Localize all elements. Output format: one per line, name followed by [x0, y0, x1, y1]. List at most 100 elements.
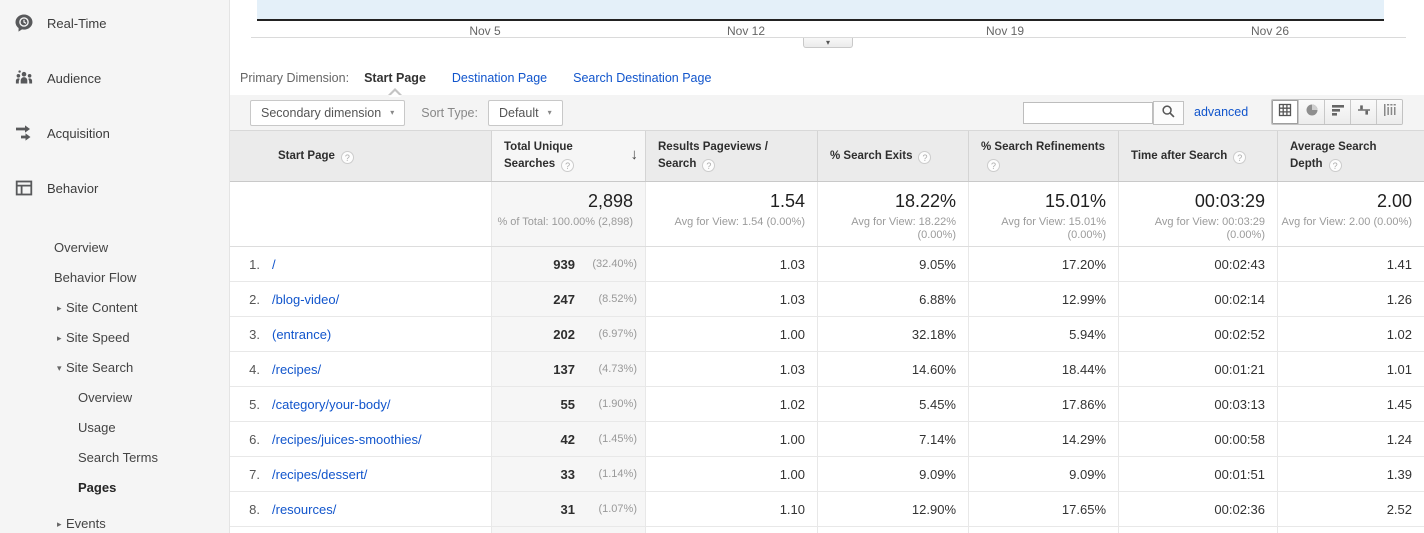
- sidebar-item-events[interactable]: ▸ Events: [0, 509, 229, 533]
- start-page-link[interactable]: /category/your-body/: [272, 396, 391, 412]
- average-search-depth-cell: 2.52: [1277, 492, 1424, 526]
- help-icon[interactable]: ?: [987, 159, 1000, 172]
- table-row-clipped: [230, 527, 1424, 533]
- summary-search-refinements: 15.01% Avg for View: 15.01% (0.00%): [968, 182, 1118, 246]
- sidebar-item-real-time[interactable]: Real-Time: [14, 13, 229, 33]
- percentage-view-button[interactable]: [1298, 100, 1324, 124]
- advanced-search-link[interactable]: advanced: [1194, 105, 1249, 119]
- row-index: 6.: [249, 431, 260, 447]
- results-pageviews-cell: 1.03: [645, 247, 817, 281]
- column-header-label: Total Unique Searches: [504, 141, 573, 170]
- collapse-chart-button[interactable]: ▾: [803, 38, 853, 48]
- column-header-time-after-search[interactable]: Time after Search?: [1118, 131, 1277, 181]
- column-header-start-page[interactable]: Start Page?: [230, 131, 491, 181]
- start-page-link[interactable]: /blog-video/: [272, 291, 340, 307]
- column-header-search-exits[interactable]: % Search Exits?: [817, 131, 968, 181]
- results-pageviews-cell: 1.00: [645, 457, 817, 491]
- searches-percent: (1.14%): [598, 468, 637, 480]
- table-search-input[interactable]: [1023, 102, 1153, 124]
- average-search-depth-cell: 1.39: [1277, 457, 1424, 491]
- table-row: 4. /recipes/ 137 (4.73%) 1.03 14.60% 18.…: [230, 352, 1424, 387]
- searches-percent: (1.07%): [598, 503, 637, 515]
- column-header-label: Average Search Depth: [1290, 141, 1377, 170]
- results-pageviews-cell: 1.00: [645, 422, 817, 456]
- sidebar-item-audience[interactable]: Audience: [14, 68, 229, 88]
- tab-start-page[interactable]: Start Page: [364, 70, 426, 97]
- tab-label: Start Page: [364, 70, 426, 85]
- sidebar-item-site-search-pages[interactable]: Pages: [0, 473, 229, 503]
- help-icon[interactable]: ?: [1233, 150, 1247, 164]
- sidebar-item-behavior-flow[interactable]: Behavior Flow: [0, 263, 229, 293]
- start-page-cell: 1. /: [230, 247, 491, 281]
- search-exits-cell: 9.05%: [817, 247, 968, 281]
- start-page-link[interactable]: /: [272, 256, 276, 272]
- table-row: 1. / 939 (32.40%) 1.03 9.05% 17.20% 00:0…: [230, 247, 1424, 282]
- average-search-depth-cell: 1.26: [1277, 282, 1424, 316]
- column-header-results-pageviews-search[interactable]: Results Pageviews / Search?: [645, 131, 817, 181]
- tab-destination-page[interactable]: Destination Page: [451, 70, 548, 85]
- start-page-link[interactable]: /recipes/dessert/: [272, 466, 368, 482]
- chart-section-divider: [251, 37, 1406, 38]
- results-pageviews-cell: 1.02: [645, 387, 817, 421]
- column-header-average-search-depth[interactable]: Average Search Depth?: [1277, 131, 1424, 181]
- search-exits-cell: 12.90%: [817, 492, 968, 526]
- table-row: 7. /recipes/dessert/ 33 (1.14%) 1.00 9.0…: [230, 457, 1424, 492]
- total-unique-searches-cell: 55 (1.90%): [491, 387, 645, 421]
- sidebar-item-behavior-overview[interactable]: Overview: [0, 233, 229, 263]
- sidebar-item-behavior[interactable]: Behavior: [14, 178, 229, 198]
- searches-value: 55: [560, 396, 575, 412]
- column-header-total-unique-searches[interactable]: Total Unique Searches? ↓: [491, 131, 645, 181]
- sidebar-item-label: Search Terms: [78, 450, 158, 465]
- row-index: 4.: [249, 361, 260, 377]
- start-page-cell: 3. (entrance): [230, 317, 491, 351]
- sort-descending-icon[interactable]: ↓: [630, 146, 639, 163]
- performance-view-button[interactable]: [1324, 100, 1350, 124]
- sidebar-item-site-search-overview[interactable]: Overview: [0, 383, 229, 413]
- view-toggle-group: [1271, 99, 1403, 125]
- time-after-search-cell: 00:01:21: [1118, 352, 1277, 386]
- results-pageviews-cell: 1.10: [645, 492, 817, 526]
- sidebar-item-site-content[interactable]: ▸ Site Content: [0, 293, 229, 323]
- secondary-dimension-button[interactable]: Secondary dimension ▾: [250, 99, 406, 126]
- summary-subtext: % of Total: 100.00% (2,898): [497, 216, 633, 228]
- collapse-chart-icon: ▾: [825, 37, 830, 47]
- behavior-layout-icon: [14, 178, 34, 198]
- start-page-link[interactable]: /recipes/juices-smoothies/: [272, 431, 422, 447]
- table-view-button[interactable]: [1272, 100, 1298, 124]
- sidebar-item-site-search-usage[interactable]: Usage: [0, 413, 229, 443]
- start-page-cell: 4. /recipes/: [230, 352, 491, 386]
- sort-type-button[interactable]: Default ▾: [487, 99, 563, 126]
- sidebar-item-site-search-search-terms[interactable]: Search Terms: [0, 443, 229, 473]
- help-icon[interactable]: ?: [1328, 159, 1342, 172]
- sidebar-item-acquisition[interactable]: Acquisition: [14, 123, 229, 143]
- table-row: 3. (entrance) 202 (6.97%) 1.00 32.18% 5.…: [230, 317, 1424, 352]
- help-icon[interactable]: ?: [340, 150, 354, 164]
- performance-bars-view-icon: [1331, 103, 1345, 122]
- dropdown-arrow-icon: ▾: [547, 108, 552, 117]
- time-after-search-cell: 00:01:51: [1118, 457, 1277, 491]
- start-page-link[interactable]: /resources/: [272, 501, 337, 517]
- audience-people-icon: [14, 68, 34, 88]
- comparison-view-button[interactable]: [1350, 100, 1376, 124]
- help-icon[interactable]: ?: [918, 150, 932, 164]
- comparison-view-icon: [1357, 103, 1371, 122]
- start-page-link[interactable]: (entrance): [272, 326, 332, 342]
- table-row: 2. /blog-video/ 247 (8.52%) 1.03 6.88% 1…: [230, 282, 1424, 317]
- tab-search-destination-page[interactable]: Search Destination Page: [573, 70, 712, 85]
- start-page-link[interactable]: /recipes/: [272, 361, 322, 377]
- summary-average-search-depth: 2.00 Avg for View: 2.00 (0.00%): [1277, 182, 1424, 246]
- sidebar-item-site-search[interactable]: ▾ Site Search: [0, 353, 229, 383]
- search-button[interactable]: [1153, 101, 1184, 125]
- row-index: 8.: [249, 501, 260, 517]
- help-icon[interactable]: ?: [561, 159, 575, 172]
- data-table: Start Page? Total Unique Searches? ↓ Res…: [230, 130, 1424, 533]
- sidebar-item-site-speed[interactable]: ▸ Site Speed: [0, 323, 229, 353]
- searches-value: 31: [560, 501, 575, 517]
- pivot-view-button[interactable]: [1376, 100, 1402, 124]
- column-header-search-refinements[interactable]: % Search Refinements?: [968, 131, 1118, 181]
- search-refinements-cell: 17.86%: [968, 387, 1118, 421]
- searches-percent: (6.97%): [598, 328, 637, 340]
- search-exits-cell: 6.88%: [817, 282, 968, 316]
- help-icon[interactable]: ?: [702, 159, 716, 172]
- searches-value: 137: [553, 361, 575, 377]
